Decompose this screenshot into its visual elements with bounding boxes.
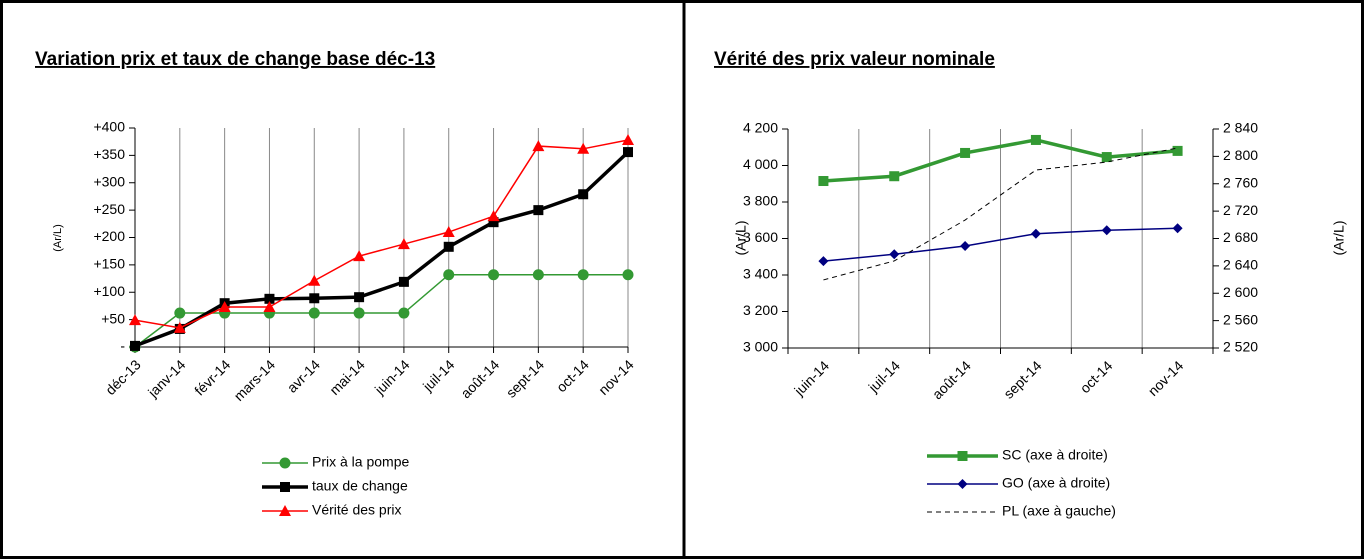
- legend-marker: [957, 479, 968, 489]
- marker: [308, 274, 321, 286]
- marker: [488, 217, 499, 228]
- marker: [532, 140, 545, 152]
- marker: [1030, 134, 1041, 145]
- y-tick-label: +350: [93, 146, 125, 162]
- legend-label: Prix à la pompe: [312, 454, 409, 470]
- y-tick-label: 4 000: [743, 156, 778, 172]
- y2-tick-label: 2 520: [1223, 339, 1258, 355]
- marker: [818, 256, 829, 267]
- y-axis-label: (Ar/L): [733, 221, 749, 256]
- y2-tick-label: 2 680: [1223, 229, 1258, 245]
- marker: [398, 276, 409, 287]
- marker: [622, 269, 634, 281]
- marker: [174, 307, 186, 319]
- legend-marker: [279, 457, 291, 469]
- series-line: [823, 227, 1178, 262]
- marker: [889, 249, 900, 260]
- y-tick-label: 3 600: [743, 229, 778, 245]
- marker: [443, 269, 455, 281]
- y2-tick-label: 2 560: [1223, 311, 1258, 327]
- marker: [218, 301, 231, 313]
- legend-label: PL (axe à gauche): [1002, 503, 1116, 519]
- y-tick-label: +50: [101, 310, 125, 326]
- y-tick-label: +100: [93, 283, 125, 299]
- y2-tick-label: 2 840: [1223, 120, 1258, 136]
- marker: [1030, 228, 1041, 239]
- marker: [577, 142, 590, 154]
- chart-title: Variation prix et taux de change base dé…: [35, 49, 435, 70]
- y-tick-label: 4 200: [743, 120, 778, 136]
- marker: [1101, 152, 1112, 163]
- marker: [354, 292, 365, 303]
- marker: [889, 171, 900, 182]
- chart-title: Vérité des prix valeur nominale: [714, 49, 995, 70]
- y-axis-label: (Ar/L): [52, 224, 64, 252]
- marker: [443, 241, 454, 252]
- marker: [623, 147, 633, 158]
- y-tick-label: 3 800: [743, 193, 778, 209]
- legend-marker: [279, 505, 291, 516]
- legend-marker: [957, 451, 968, 461]
- marker: [488, 269, 500, 281]
- y-tick-label: 3 200: [743, 302, 778, 318]
- y2-tick-label: 2 800: [1223, 147, 1258, 163]
- series-line: [134, 139, 629, 329]
- y2-tick-label: 2 720: [1223, 202, 1258, 218]
- legend-label: taux de change: [312, 478, 408, 494]
- marker: [398, 307, 410, 319]
- marker: [622, 134, 634, 146]
- marker: [353, 307, 365, 319]
- marker: [397, 238, 410, 250]
- marker: [353, 250, 366, 262]
- marker: [130, 340, 140, 351]
- legend-label: GO (axe à droite): [1002, 475, 1110, 491]
- y-tick-label: +400: [93, 119, 125, 135]
- marker: [818, 176, 829, 187]
- marker: [308, 307, 320, 319]
- legend-label: SC (axe à droite): [1002, 447, 1108, 463]
- y-tick-label: +250: [93, 201, 125, 217]
- y-tick-label: 3 400: [743, 266, 778, 282]
- marker: [129, 314, 141, 326]
- y-tick-label: 3 000: [743, 339, 778, 355]
- y2-tick-label: 2 600: [1223, 284, 1258, 300]
- marker: [1172, 145, 1183, 156]
- marker: [263, 301, 276, 313]
- y-tick-label: +200: [93, 228, 125, 244]
- marker: [578, 189, 589, 200]
- marker: [1101, 225, 1112, 236]
- y-tick-label: +150: [93, 256, 125, 272]
- marker: [173, 321, 186, 333]
- marker: [1172, 223, 1183, 234]
- marker: [533, 205, 544, 216]
- y2-tick-label: 2 640: [1223, 257, 1258, 273]
- series-line: [823, 147, 1178, 281]
- marker: [577, 269, 589, 281]
- legend-label: Vérité des prix: [312, 502, 401, 518]
- marker: [532, 269, 544, 281]
- marker: [960, 147, 971, 158]
- marker: [309, 293, 320, 304]
- y2-tick-label: 2 760: [1223, 174, 1258, 190]
- y-tick-label: +300: [93, 173, 125, 189]
- marker: [960, 241, 971, 252]
- marker: [487, 210, 500, 222]
- marker: [264, 293, 275, 304]
- marker: [442, 226, 455, 238]
- y-tick-label: -: [120, 338, 125, 354]
- series-line: [823, 138, 1178, 183]
- legend-marker: [280, 482, 290, 492]
- series-line: [134, 273, 628, 348]
- y2-axis-label: (Ar/L): [1331, 221, 1347, 256]
- series-line: [134, 150, 630, 348]
